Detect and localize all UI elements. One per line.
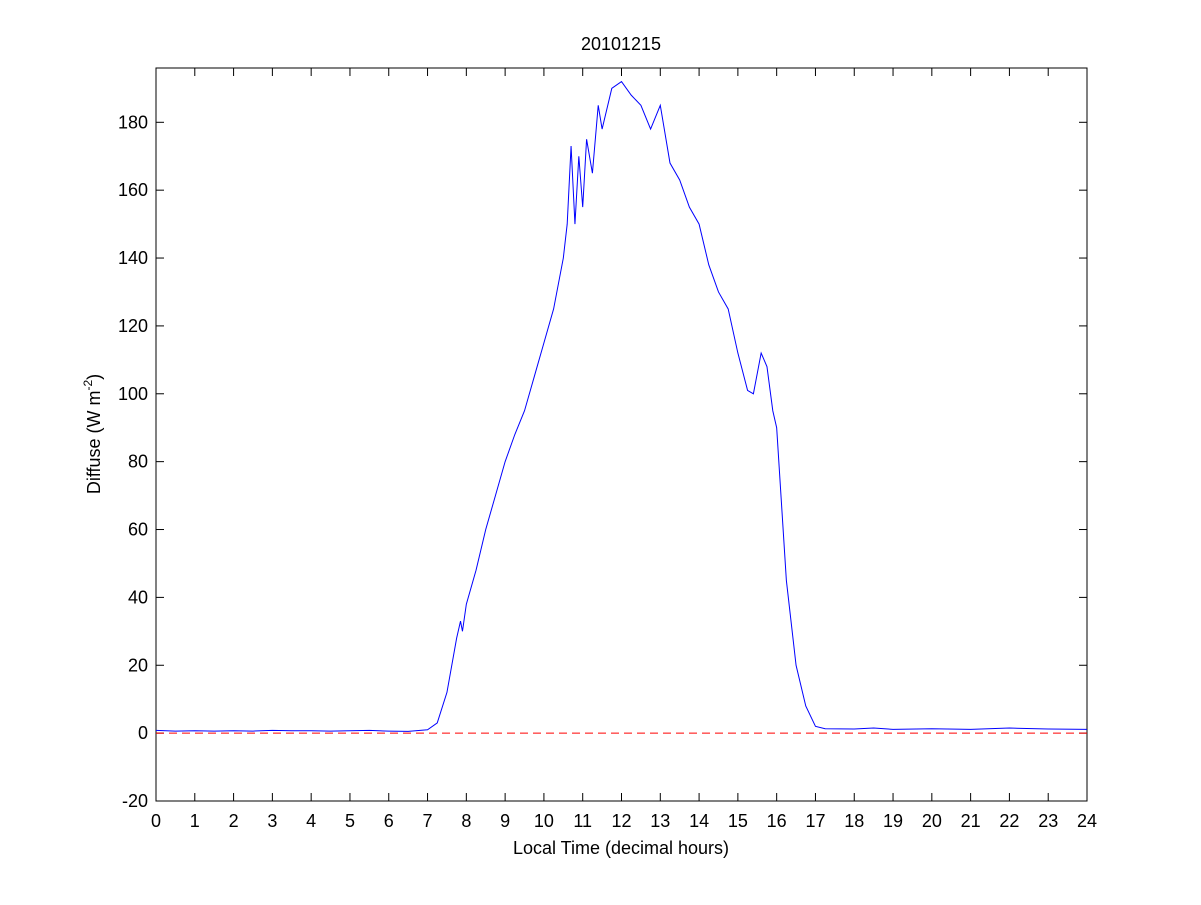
x-tick-label: 4: [306, 811, 316, 831]
x-tick-label: 14: [689, 811, 709, 831]
x-tick-label: 1: [190, 811, 200, 831]
plot-area: [155, 67, 1088, 802]
x-tick-label: 6: [384, 811, 394, 831]
x-tick-label: 11: [573, 811, 592, 831]
x-tick-label: 9: [500, 811, 510, 831]
y-tick-label: -20: [122, 791, 148, 811]
y-tick-label: 160: [118, 180, 148, 200]
y-tick-label: 80: [128, 452, 148, 472]
y-label-text: Diffuse (W m: [84, 390, 104, 494]
x-tick-label: 7: [423, 811, 433, 831]
data-line: [155, 80, 1088, 732]
x-tick-label: 21: [961, 811, 981, 831]
y-tick-label: 20: [128, 655, 148, 675]
x-tick-label: 17: [805, 811, 825, 831]
x-axis-label: Local Time (decimal hours): [513, 838, 729, 858]
x-tick-label: 15: [728, 811, 748, 831]
x-tick-label: 3: [267, 811, 277, 831]
y-tick-label: 0: [138, 723, 148, 743]
x-tick-label: 10: [534, 811, 554, 831]
y-tick-label: 120: [118, 316, 148, 336]
y-axis-label: Diffuse (W m-2): [81, 374, 104, 494]
x-tick-label: 23: [1038, 811, 1058, 831]
chart-title: 20101215: [581, 34, 661, 54]
x-tick-label: 16: [767, 811, 787, 831]
x-tick-label: 5: [345, 811, 355, 831]
y-tick-label: 140: [118, 248, 148, 268]
y-tick-label: 180: [118, 112, 148, 132]
x-tick-label: 8: [461, 811, 471, 831]
y-label-sup: -2: [81, 379, 95, 390]
y-tick-label: 60: [128, 520, 148, 540]
x-tick-label: 2: [229, 811, 239, 831]
x-tick-label: 20: [922, 811, 942, 831]
x-tick-label: 12: [611, 811, 631, 831]
x-tick-label: 0: [151, 811, 161, 831]
y-tick-label: 40: [128, 587, 148, 607]
x-tick-label: 19: [883, 811, 903, 831]
y-label-suffix: ): [84, 374, 104, 380]
y-tick-label: 100: [118, 384, 148, 404]
x-tick-label: 13: [650, 811, 670, 831]
x-tick-label: 24: [1077, 811, 1097, 831]
x-tick-label: 22: [999, 811, 1019, 831]
x-tick-label: 18: [844, 811, 864, 831]
